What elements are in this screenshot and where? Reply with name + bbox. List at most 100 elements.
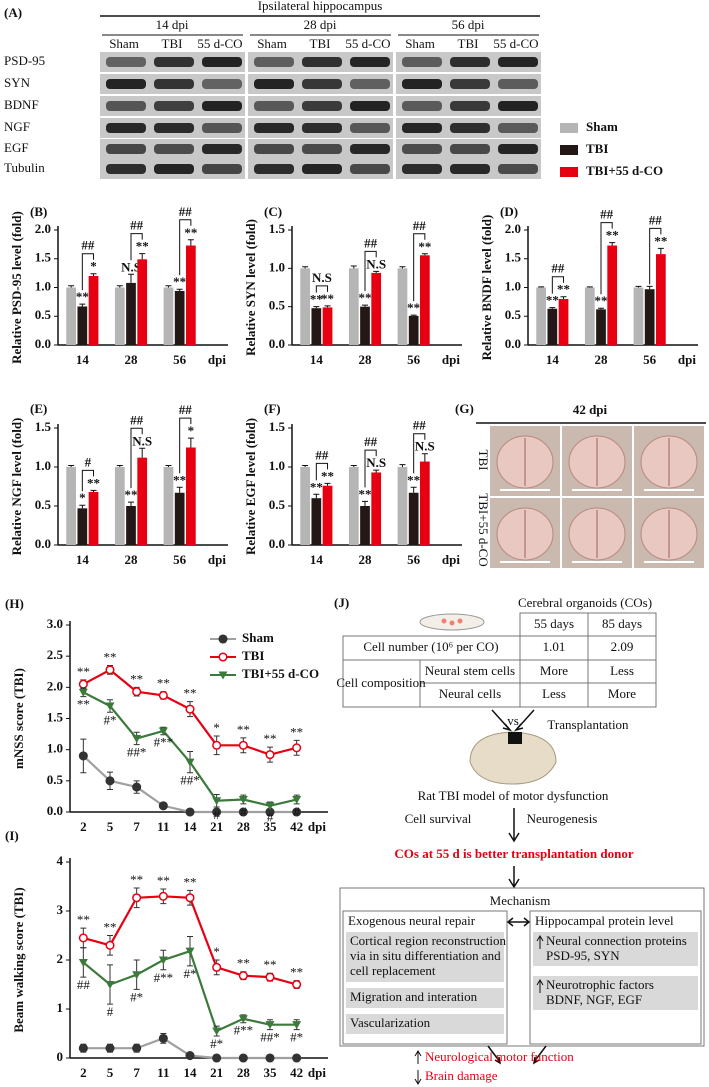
marker xyxy=(238,1053,248,1063)
blot-band xyxy=(202,101,242,111)
significance: ** xyxy=(173,472,186,487)
x-tick-label: 11 xyxy=(157,1065,169,1080)
marker xyxy=(185,807,195,817)
x-tick-label: 14 xyxy=(76,552,90,567)
y-tick-label: 0.0 xyxy=(269,336,285,351)
bar xyxy=(322,307,333,345)
bracket-label: # xyxy=(85,454,92,469)
bar xyxy=(360,306,370,345)
significance: N.S xyxy=(132,433,152,448)
significance: ** xyxy=(606,228,619,243)
significance: # xyxy=(107,1004,114,1019)
y-tick-label: 1.5 xyxy=(269,419,286,434)
bar xyxy=(371,472,382,545)
blot-band xyxy=(154,164,194,174)
protein-label: PSD-95 xyxy=(4,53,45,68)
lane-label: TBI xyxy=(162,36,183,51)
significance: ** xyxy=(407,472,420,487)
error-bar xyxy=(165,285,172,288)
bracket xyxy=(179,417,192,474)
effect: Brain damage xyxy=(425,1068,498,1083)
bracket xyxy=(315,462,329,481)
blot-band xyxy=(450,164,490,174)
marker xyxy=(105,981,115,989)
y-tick-label: 2.0 xyxy=(35,221,51,236)
significance: ** xyxy=(321,468,334,483)
up-arrow xyxy=(536,935,544,949)
x-tick-label: 35 xyxy=(264,819,278,834)
error-bar xyxy=(176,486,183,493)
legend-swatch xyxy=(560,123,578,133)
y-tick-label: 1.5 xyxy=(505,250,522,265)
cell: More xyxy=(608,686,636,701)
blot-band xyxy=(450,57,490,67)
bracket-label: ## xyxy=(413,218,427,233)
blot-band xyxy=(402,123,442,133)
x-tick-label: 14 xyxy=(76,352,90,367)
blot-band xyxy=(302,101,342,111)
blot-band xyxy=(106,123,146,133)
bracket xyxy=(649,227,662,285)
x-tick-label: 28 xyxy=(237,1065,251,1080)
blot-band xyxy=(106,101,146,111)
significance: ** xyxy=(237,956,250,971)
lane-label: TBI xyxy=(458,36,479,51)
significance: ** xyxy=(184,225,197,240)
blot-title: Ipsilateral hippocampus xyxy=(258,0,383,13)
y-tick-label: 1.0 xyxy=(35,278,51,293)
protein-label: EGF xyxy=(4,140,29,155)
blot-band xyxy=(350,57,390,67)
significance: ## xyxy=(77,977,91,992)
x-tick-label: 28 xyxy=(359,352,373,367)
blot-band xyxy=(498,57,538,67)
item: Migration and interation xyxy=(350,989,478,1004)
blot-band xyxy=(450,79,490,89)
y-tick-label: 2 xyxy=(57,951,64,966)
bar xyxy=(174,290,185,345)
bracket-label: ## xyxy=(179,402,193,417)
significance: # xyxy=(267,809,274,824)
y-tick-label: 0.5 xyxy=(269,497,286,512)
bracket xyxy=(413,233,426,302)
bar xyxy=(88,276,99,345)
error-bar xyxy=(116,464,123,467)
bar xyxy=(596,309,606,345)
significance: ##* xyxy=(127,745,147,760)
blot-band xyxy=(402,144,442,154)
blot-band xyxy=(106,144,146,154)
significance: ** xyxy=(310,479,323,494)
significance: N.S xyxy=(366,256,386,271)
error-bar xyxy=(324,305,331,308)
blot-band xyxy=(498,123,538,133)
marker xyxy=(158,690,168,700)
significance: ** xyxy=(130,671,143,686)
significance: # xyxy=(293,804,300,819)
significance: #* xyxy=(104,712,117,727)
significance: ** xyxy=(130,872,143,887)
marker xyxy=(292,796,302,805)
marker xyxy=(78,1043,88,1053)
arrows xyxy=(491,709,535,732)
error-bar xyxy=(68,285,75,288)
error-bar xyxy=(399,266,406,269)
x-tick-label: 28 xyxy=(595,352,609,367)
significance: ##* xyxy=(260,1030,280,1045)
table-grid xyxy=(342,612,657,708)
marker xyxy=(238,740,248,750)
error-bar xyxy=(187,437,194,448)
significance: ** xyxy=(557,282,570,297)
significance: ** xyxy=(76,289,89,304)
error-bar xyxy=(598,307,604,310)
x-tick-label: 42 xyxy=(290,1065,303,1080)
significance: ** xyxy=(157,676,170,691)
x-tick-label: 5 xyxy=(107,819,114,834)
x-tick-label: 56 xyxy=(173,552,187,567)
marker xyxy=(105,776,115,786)
blot-band xyxy=(350,164,390,174)
significance: ** xyxy=(321,291,334,306)
marker xyxy=(212,797,222,806)
y-tick-label: 0.5 xyxy=(505,307,522,322)
legend-label: TBI xyxy=(242,648,264,663)
marker xyxy=(185,1051,195,1061)
x-tick-label: 28 xyxy=(359,552,373,567)
